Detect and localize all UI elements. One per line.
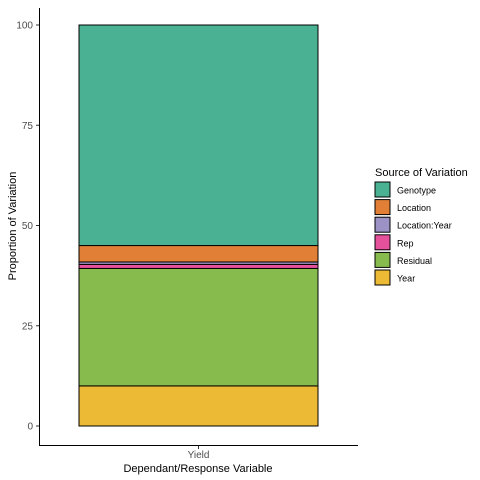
legend-label: Rep — [397, 238, 414, 248]
legend-label: Year — [397, 274, 415, 284]
bar-segment-residual — [78, 267, 319, 387]
y-tick-label: 75 — [22, 121, 34, 132]
x-axis-title: Dependant/Response Variable — [123, 463, 272, 475]
y-tick-label: 50 — [22, 221, 34, 232]
legend-key-rep — [374, 234, 391, 251]
bar-stack — [78, 24, 319, 427]
y-tick-label: 100 — [16, 21, 33, 32]
bar-segment-year — [78, 385, 319, 427]
bar-segment-location — [78, 245, 319, 263]
bar-segment-genotype — [78, 24, 319, 247]
legend-label: Residual — [397, 256, 432, 266]
y-axis-title: Proportion of Variation — [7, 172, 19, 281]
legend-key-residual — [374, 251, 391, 268]
x-axis-ticks: Yield — [188, 446, 210, 461]
y-tick-label: 0 — [27, 422, 33, 433]
legend-label: Location — [397, 203, 431, 213]
legend-label: Genotype — [397, 186, 436, 196]
legend: Source of Variation Genotype Location Loca… — [374, 167, 468, 286]
y-axis-ticks: 0 25 50 75 100 — [16, 21, 39, 433]
y-tick-label: 25 — [22, 321, 34, 332]
legend-title: Source of Variation — [375, 167, 468, 179]
x-tick-label: Yield — [188, 450, 210, 461]
legend-key-genotype — [374, 181, 391, 198]
legend-key-year — [374, 269, 391, 286]
legend-key-location-year — [374, 216, 391, 233]
legend-key-location — [374, 199, 391, 216]
legend-label: Location:Year — [397, 221, 452, 231]
bar-segment-rep — [78, 263, 319, 269]
